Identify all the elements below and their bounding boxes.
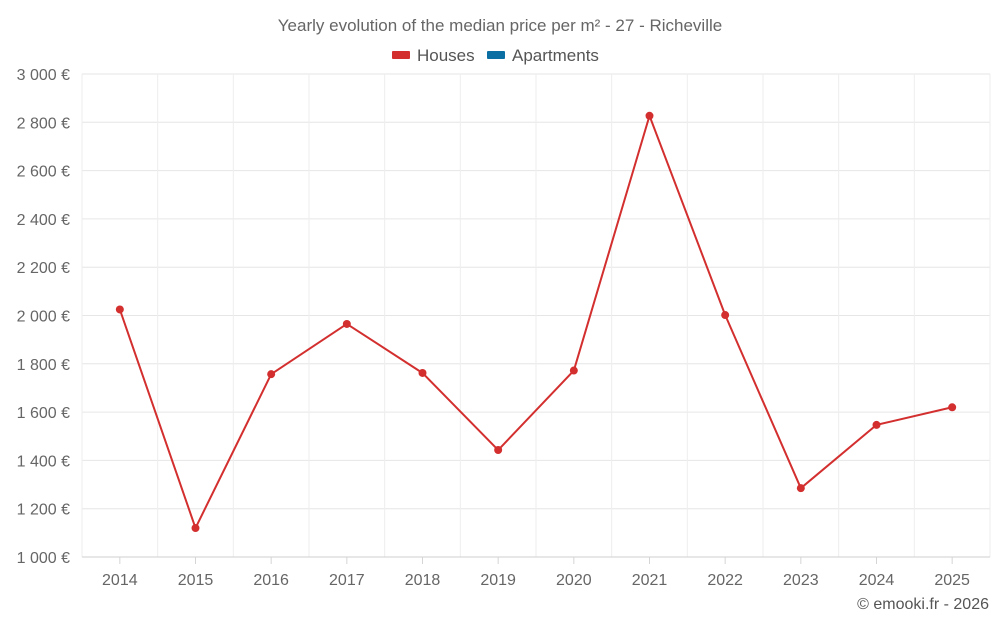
houses-point-2023[interactable] bbox=[796, 484, 805, 493]
houses-point-2016[interactable] bbox=[267, 370, 276, 379]
x-tick-label: 2015 bbox=[178, 572, 214, 589]
y-tick-label: 1 400 € bbox=[17, 453, 70, 470]
y-tick-label: 1 800 € bbox=[17, 357, 70, 374]
chart-credit: © emooki.fr - 2026 bbox=[857, 596, 989, 613]
x-tick-label: 2017 bbox=[329, 572, 365, 589]
y-tick-label: 2 200 € bbox=[17, 260, 70, 277]
x-tick-label: 2022 bbox=[707, 572, 743, 589]
y-tick-label: 3 000 € bbox=[17, 67, 70, 84]
x-tick-label: 2019 bbox=[480, 572, 516, 589]
x-tick-label: 2016 bbox=[253, 572, 289, 589]
houses-point-2015[interactable] bbox=[191, 524, 200, 533]
y-tick-label: 1 000 € bbox=[17, 550, 70, 567]
houses-point-2017[interactable] bbox=[342, 319, 351, 328]
legend: Houses Apartments bbox=[392, 46, 599, 65]
houses-line bbox=[118, 114, 954, 530]
series-houses bbox=[115, 111, 957, 533]
y-axis-ticks: 3 000 € 2 800 € 2 600 € 2 400 € 2 200 € 2 000… bbox=[17, 67, 70, 567]
x-tick-label: 2021 bbox=[632, 572, 668, 589]
y-tick-label: 2 600 € bbox=[17, 164, 70, 181]
x-tick-label: 2018 bbox=[405, 572, 441, 589]
legend-houses-swatch[interactable] bbox=[392, 51, 410, 59]
x-tick-label: 2024 bbox=[859, 572, 895, 589]
x-tick-label: 2020 bbox=[556, 572, 592, 589]
houses-point-2025[interactable] bbox=[948, 403, 957, 412]
houses-point-2022[interactable] bbox=[721, 311, 730, 320]
houses-point-2018[interactable] bbox=[418, 368, 427, 377]
legend-apartments-swatch[interactable] bbox=[487, 51, 505, 59]
houses-point-2020[interactable] bbox=[569, 366, 578, 375]
legend-apartments-label[interactable]: Apartments bbox=[512, 46, 599, 65]
y-tick-label: 2 400 € bbox=[17, 212, 70, 229]
grid bbox=[81, 73, 991, 558]
y-tick-label: 1 200 € bbox=[17, 502, 70, 519]
x-axis-ticks: 2014 2015 2016 2017 2018 2019 2020 2021 2022 2023… bbox=[102, 557, 970, 589]
houses-point-2019[interactable] bbox=[494, 446, 503, 455]
x-tick-label: 2025 bbox=[934, 572, 970, 589]
x-tick-label: 2023 bbox=[783, 572, 819, 589]
chart-title: Yearly evolution of the median price per… bbox=[278, 16, 722, 35]
houses-point-2024[interactable] bbox=[872, 420, 881, 429]
houses-point-2021[interactable] bbox=[645, 111, 654, 120]
houses-point-2014[interactable] bbox=[115, 305, 124, 314]
y-tick-label: 1 600 € bbox=[17, 405, 70, 422]
y-tick-label: 2 800 € bbox=[17, 115, 70, 132]
legend-houses-label[interactable]: Houses bbox=[417, 46, 475, 65]
y-tick-label: 2 000 € bbox=[17, 309, 70, 326]
x-tick-label: 2014 bbox=[102, 572, 138, 589]
